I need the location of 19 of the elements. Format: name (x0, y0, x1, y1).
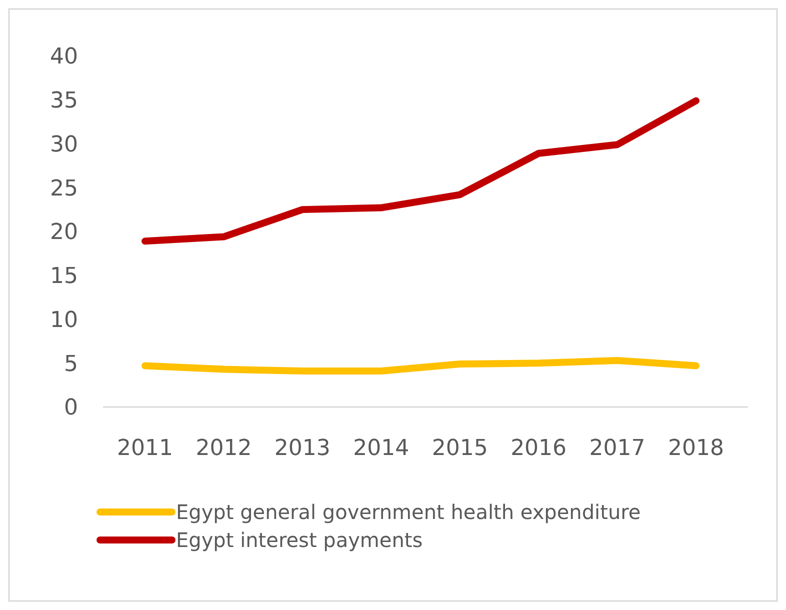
x-tick-label: 2017 (589, 436, 646, 461)
x-tick-label: 2011 (117, 436, 173, 461)
y-tick-label: 35 (50, 88, 78, 114)
y-tick-label: 30 (50, 132, 78, 158)
x-tick-label: 2012 (196, 436, 252, 461)
y-tick-label: 15 (50, 264, 78, 290)
y-tick-label: 10 (50, 308, 78, 333)
legend-label: Egypt interest payments (176, 528, 423, 552)
y-tick-label: 20 (50, 220, 78, 246)
x-tick-label: 2016 (510, 436, 567, 461)
y-tick-label: 40 (50, 44, 78, 70)
y-tick-label: 25 (50, 176, 78, 202)
legend-label: Egypt general government health expenditure (176, 500, 641, 524)
x-tick-label: 2018 (668, 436, 724, 461)
y-tick-label: 5 (64, 352, 78, 377)
x-tick-label: 2013 (274, 436, 330, 461)
y-tick-label: 0 (64, 396, 78, 421)
x-tick-label: 2015 (432, 436, 488, 461)
x-tick-label: 2014 (353, 436, 410, 461)
